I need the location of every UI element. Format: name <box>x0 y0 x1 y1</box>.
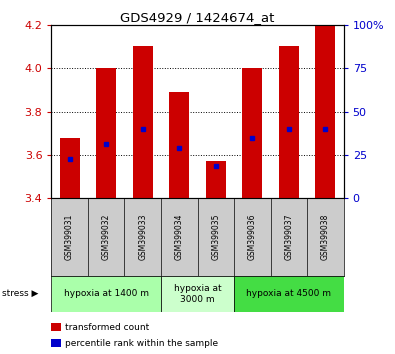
Bar <box>315 25 335 198</box>
Bar <box>234 276 344 312</box>
Bar <box>96 68 116 198</box>
Text: GSM399033: GSM399033 <box>138 214 147 261</box>
Text: GSM399038: GSM399038 <box>321 214 330 261</box>
Text: hypoxia at 4500 m: hypoxia at 4500 m <box>246 289 331 298</box>
Text: hypoxia at 1400 m: hypoxia at 1400 m <box>64 289 149 298</box>
Text: GSM399035: GSM399035 <box>211 214 220 261</box>
Text: stress ▶: stress ▶ <box>2 289 38 298</box>
Bar <box>206 161 226 198</box>
Text: GSM399037: GSM399037 <box>284 214 293 261</box>
Text: GSM399032: GSM399032 <box>102 214 111 261</box>
Text: GSM399036: GSM399036 <box>248 214 257 261</box>
Text: GSM399031: GSM399031 <box>65 214 74 261</box>
Bar <box>133 46 153 198</box>
Bar <box>51 276 161 312</box>
Bar <box>161 276 234 312</box>
Bar <box>60 137 80 198</box>
Bar <box>169 92 189 198</box>
Title: GDS4929 / 1424674_at: GDS4929 / 1424674_at <box>120 11 275 24</box>
Text: percentile rank within the sample: percentile rank within the sample <box>65 338 218 348</box>
Bar <box>242 68 262 198</box>
Text: GSM399034: GSM399034 <box>175 214 184 261</box>
Text: hypoxia at
3000 m: hypoxia at 3000 m <box>174 284 221 303</box>
Bar <box>279 46 299 198</box>
Text: transformed count: transformed count <box>65 322 149 332</box>
